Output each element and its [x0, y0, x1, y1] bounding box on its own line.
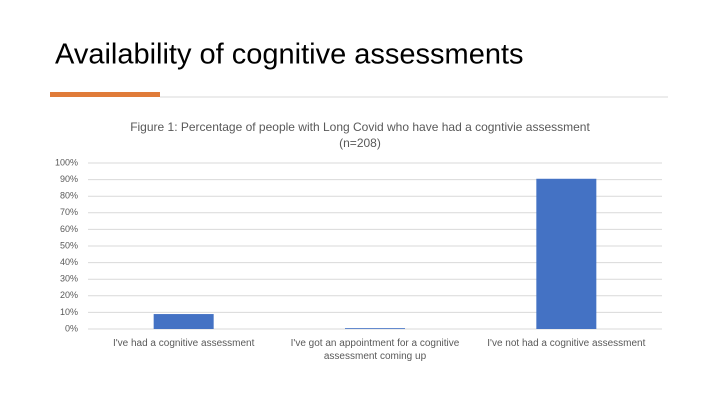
- x-tick-label: I've got an appointment for a cognitive …: [290, 338, 460, 362]
- accent-bar: [50, 92, 160, 97]
- bar: [536, 178, 597, 329]
- y-tick-label: 30%: [60, 274, 78, 284]
- chart-title: Figure 1: Percentage of people with Long…: [130, 120, 590, 134]
- slide-title: Availability of cognitive assessments: [55, 39, 524, 71]
- bar: [345, 328, 405, 329]
- bar: [153, 314, 214, 329]
- y-tick-label: 90%: [60, 174, 78, 184]
- y-tick-label: 80%: [60, 191, 78, 201]
- x-tick-label: I've not had a cognitive assessment: [487, 338, 646, 349]
- y-tick-label: 0%: [65, 323, 78, 333]
- y-tick-label: 100%: [55, 157, 78, 167]
- y-tick-label: 60%: [60, 224, 78, 234]
- y-tick-label: 10%: [60, 307, 78, 317]
- chart-subtitle: (n=208): [339, 136, 381, 150]
- y-tick-label: 20%: [60, 290, 78, 300]
- x-tick-label: I've had a cognitive assessment: [112, 338, 255, 349]
- y-tick-label: 50%: [60, 240, 78, 250]
- y-tick-label: 70%: [60, 207, 78, 217]
- y-tick-label: 40%: [60, 257, 78, 267]
